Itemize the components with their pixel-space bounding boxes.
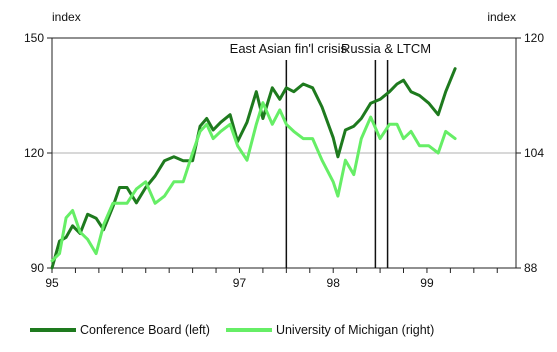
left-y-tick-label: 120: [24, 146, 44, 160]
chart-legend: Conference Board (left) University of Mi…: [30, 318, 450, 342]
annotation-label-east-asian-crisis: East Asian fin'l crisis: [230, 41, 348, 56]
legend-swatch-university-of-michigan: [225, 328, 272, 332]
right-y-tick-label: 104: [524, 146, 544, 160]
x-tick-label: 99: [420, 276, 434, 290]
right-y-tick-label: 88: [524, 261, 538, 275]
x-tick-label: 95: [45, 276, 59, 290]
x-tick-label: 97: [233, 276, 247, 290]
legend-item-university-of-michigan: University of Michigan (right): [225, 323, 435, 337]
annotation-label-russia-ltcm: Russia & LTCM: [341, 41, 431, 56]
right-y-tick-label: 120: [524, 31, 544, 45]
legend-item-conference-board: Conference Board (left): [30, 323, 210, 337]
left-y-tick-label: 150: [24, 31, 44, 45]
series-line-university-of-michigan: [50, 101, 457, 263]
legend-label-university-of-michigan: University of Michigan (right): [275, 323, 435, 337]
legend-label-conference-board: Conference Board (left): [80, 323, 210, 337]
right-axis-label: index: [487, 10, 516, 24]
series-line-conference-board: [50, 67, 457, 270]
left-y-tick-label: 90: [31, 261, 45, 275]
x-tick-label: 98: [327, 276, 341, 290]
left-axis-label: index: [52, 10, 81, 24]
legend-swatch-conference-board: [30, 328, 76, 332]
